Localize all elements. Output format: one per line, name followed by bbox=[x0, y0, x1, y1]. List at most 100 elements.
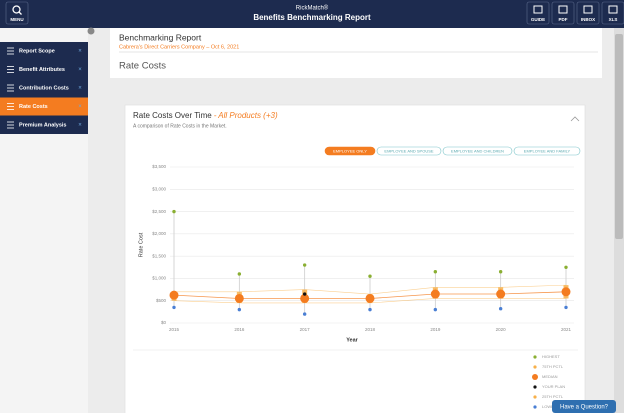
legend-label: 75TH PCTL bbox=[542, 364, 564, 369]
menu-button[interactable]: MENU bbox=[5, 1, 29, 25]
nav-item[interactable]: Report Scope × bbox=[7, 47, 82, 55]
nav-label: Report Scope bbox=[19, 48, 55, 54]
nav-active bbox=[0, 97, 88, 116]
y-axis-label: Rate Cost bbox=[138, 232, 144, 257]
filter-button[interactable]: EMPLOYEE AND SPOUSE bbox=[376, 146, 442, 156]
action-button[interactable]: XLS bbox=[601, 1, 624, 25]
x-tick-label: 2018 bbox=[365, 327, 376, 332]
filter-bg bbox=[513, 146, 581, 156]
lowest-dot bbox=[433, 307, 438, 312]
highest-dot bbox=[564, 265, 568, 269]
legend-swatch bbox=[533, 355, 537, 359]
scroll-thumb[interactable] bbox=[615, 34, 623, 239]
filter-bg bbox=[376, 146, 442, 156]
action-box bbox=[551, 1, 575, 25]
lowest-dot bbox=[172, 305, 176, 310]
filter-label: EMPLOYEE ONLY bbox=[333, 148, 367, 153]
highest-dot bbox=[498, 270, 503, 274]
top-bar bbox=[0, 0, 624, 28]
legend-label: LOWEST bbox=[542, 404, 559, 409]
median-dot bbox=[496, 289, 506, 299]
x-tick-label: 2015 bbox=[169, 327, 180, 332]
action-button[interactable]: PDF bbox=[551, 1, 575, 25]
y-tick-label: $500 bbox=[156, 298, 167, 303]
nav-label: Contribution Costs bbox=[19, 85, 69, 91]
nav-label: Benefit Attributes bbox=[19, 67, 65, 73]
nav-item[interactable]: Premium Analysis × bbox=[7, 121, 82, 129]
chart-title: Rate Costs Over Time - All Products (+3) bbox=[133, 111, 278, 120]
legend-swatch bbox=[533, 405, 537, 409]
chart-card bbox=[124, 104, 586, 413]
nav-item[interactable]: Benefit Attributes × bbox=[7, 66, 82, 74]
action-label: GUIDE bbox=[531, 17, 545, 22]
filter-button[interactable]: EMPLOYEE AND FAMILY bbox=[513, 146, 581, 156]
legend-label: YOUR PLAN bbox=[542, 384, 565, 389]
sidebar-items: Report Scope ×Benefit Attributes ×Contribu… bbox=[0, 47, 88, 129]
action-label: INBOX bbox=[581, 17, 595, 22]
y-tick-label: $2,500 bbox=[152, 209, 166, 214]
x-tick-label: 2016 bbox=[234, 327, 245, 332]
legend-label: HIGHEST bbox=[542, 354, 560, 359]
action-button[interactable]: INBOX bbox=[576, 1, 600, 25]
report-title: Benchmarking Report bbox=[119, 32, 202, 42]
action-box bbox=[601, 1, 624, 25]
nav-close: × bbox=[78, 67, 82, 73]
legend-item[interactable]: LOWEST bbox=[533, 404, 559, 409]
section-title: Rate Costs bbox=[119, 61, 166, 72]
legend-label: MEDIAN bbox=[542, 374, 558, 379]
chart-subtitle: A comparison of Rate Costs in the Market… bbox=[133, 123, 227, 129]
highest-dot bbox=[368, 274, 372, 278]
y-tick-label: $3,500 bbox=[152, 164, 166, 169]
legend-swatch bbox=[533, 365, 537, 369]
legend-item[interactable]: 25TH PCTL bbox=[533, 394, 564, 399]
nav-close: × bbox=[78, 86, 82, 92]
median-dot bbox=[234, 293, 244, 303]
median-dot bbox=[300, 293, 310, 303]
x-axis-label: Year bbox=[346, 337, 358, 343]
legend-item[interactable]: 75TH PCTL bbox=[533, 364, 564, 369]
median-dot bbox=[169, 290, 179, 300]
nav-close: × bbox=[78, 123, 82, 129]
action-button[interactable]: GUIDE bbox=[526, 1, 550, 25]
chart: EMPLOYEE ONLY EMPLOYEE AND SPOUSE EMPLOYEE… bbox=[138, 146, 581, 409]
nav-item[interactable]: Rate Costs × bbox=[0, 97, 88, 116]
nav-close: × bbox=[78, 49, 82, 55]
legend-item[interactable]: HIGHEST bbox=[533, 354, 560, 359]
action-box bbox=[526, 1, 550, 25]
action-icon bbox=[558, 5, 568, 14]
legend-swatch bbox=[533, 395, 537, 399]
chart-annotation: - All Products (+3) bbox=[214, 111, 278, 120]
x-tick-label: 2021 bbox=[561, 327, 572, 332]
action-bar: GUIDE PDF INBOX XLS bbox=[526, 1, 624, 25]
nav-label: Premium Analysis bbox=[19, 122, 66, 128]
sidebar bbox=[0, 42, 88, 134]
action-label: XLS bbox=[609, 17, 618, 22]
lowest-dot bbox=[498, 307, 503, 311]
nav-close: × bbox=[78, 104, 82, 110]
filter-button[interactable]: EMPLOYEE ONLY bbox=[324, 146, 376, 156]
nav-item[interactable]: Contribution Costs × bbox=[7, 84, 82, 92]
x-tick-label: 2017 bbox=[300, 327, 311, 332]
action-box bbox=[576, 1, 600, 25]
collapse-button[interactable] bbox=[87, 27, 95, 35]
filter-button[interactable]: EMPLOYEE AND CHILDREN bbox=[442, 146, 513, 156]
median-dot bbox=[365, 293, 375, 303]
search-icon bbox=[12, 5, 21, 14]
legend-item[interactable]: MEDIAN bbox=[532, 374, 558, 380]
legend-item[interactable]: YOUR PLAN bbox=[533, 384, 565, 389]
search-icon bbox=[18, 11, 22, 15]
lowest-dot bbox=[237, 307, 242, 312]
y-tick-label: $1,000 bbox=[152, 276, 166, 281]
y-tick-label: $1,500 bbox=[152, 253, 166, 258]
your-plan-dot bbox=[302, 292, 307, 296]
legend-swatch bbox=[532, 374, 538, 380]
median-dot bbox=[430, 289, 440, 299]
app-title: Benefits Benchmarking Report bbox=[253, 13, 371, 22]
y-tick-label: $3,000 bbox=[152, 186, 166, 191]
help-button[interactable]: Have a Question? bbox=[552, 400, 616, 413]
lowest-dot bbox=[302, 312, 307, 316]
collapse-caret[interactable] bbox=[570, 116, 580, 122]
action-icon bbox=[533, 5, 543, 14]
lowest-dot bbox=[564, 305, 568, 310]
